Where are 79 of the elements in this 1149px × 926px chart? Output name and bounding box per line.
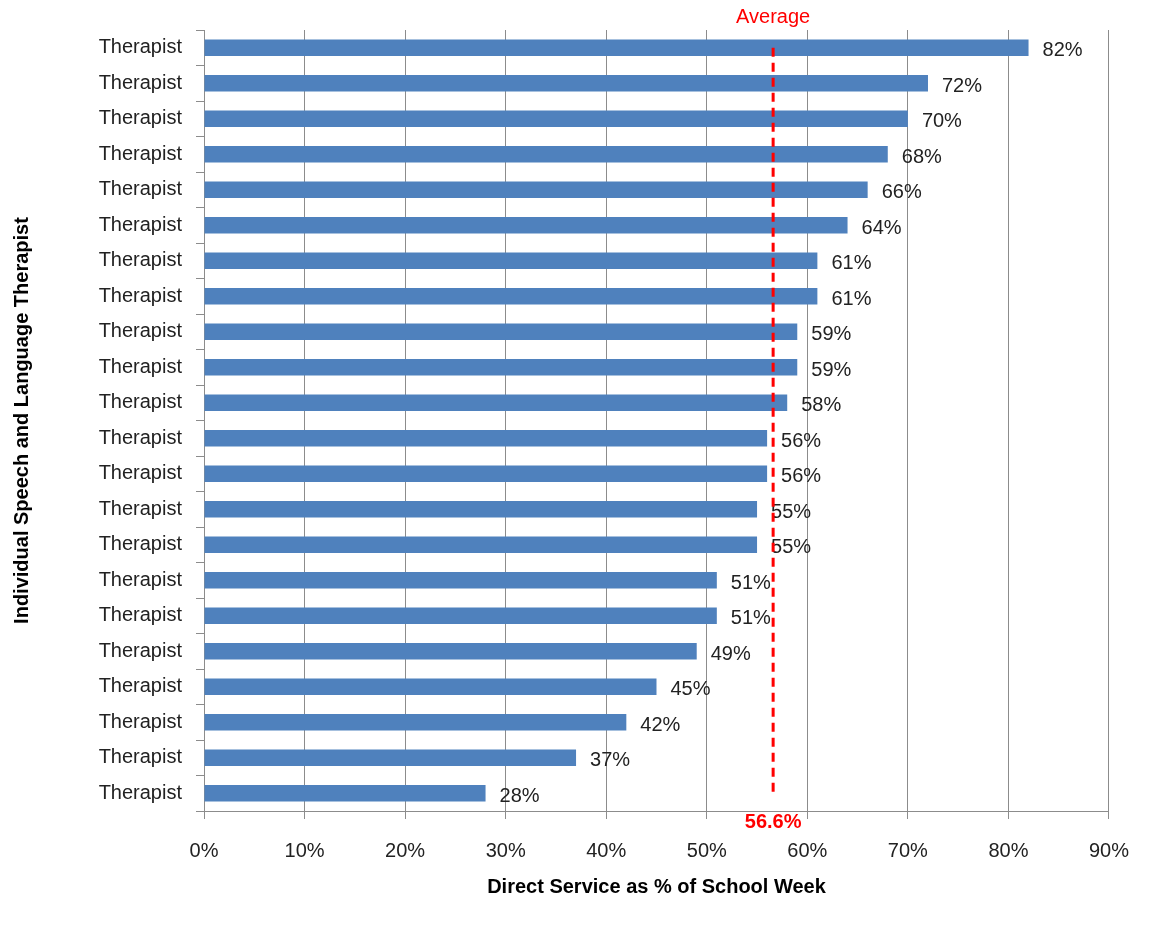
bar — [204, 678, 657, 695]
y-tick-label: Therapist — [98, 425, 183, 448]
y-axis-title: Individual Speech and Language Therapist — [9, 216, 32, 624]
bar — [204, 465, 768, 482]
bar — [204, 714, 627, 731]
x-axis-title: Direct Service as % of School Week — [487, 874, 827, 897]
data-label: 45% — [670, 677, 711, 700]
data-label: 51% — [730, 606, 772, 629]
data-label: 55% — [771, 499, 812, 522]
y-tick-label: Therapist — [98, 567, 183, 590]
y-tick-label: Therapist — [98, 603, 183, 626]
bar — [204, 110, 908, 127]
y-tick-label: Therapist — [98, 248, 183, 271]
bar — [204, 536, 758, 553]
bar — [204, 572, 717, 589]
bar — [204, 501, 758, 518]
bar — [204, 785, 486, 802]
y-tick-label: Therapist — [98, 283, 183, 306]
y-tick-label: Therapist — [98, 390, 183, 413]
x-tick-label: 50% — [686, 838, 727, 861]
bar — [204, 394, 788, 411]
y-tick-label: Therapist — [98, 141, 183, 164]
y-tick-label: Therapist — [98, 35, 183, 58]
x-tick-label: 20% — [385, 838, 426, 861]
data-label: 28% — [499, 783, 540, 806]
data-label: 49% — [710, 641, 751, 664]
data-label: 56% — [781, 464, 822, 487]
annotation: 56.6% — [744, 809, 802, 832]
data-label: 56% — [781, 428, 822, 451]
x-tick-label: 0% — [189, 838, 219, 861]
y-tick-label: Therapist — [98, 319, 183, 342]
y-tick-label: Therapist — [98, 461, 183, 484]
y-tick-label: Therapist — [98, 212, 183, 235]
y-tick-label: Therapist — [98, 177, 183, 200]
y-tick-label: Therapist — [98, 674, 183, 697]
data-label: 61% — [831, 251, 872, 274]
x-tick-label: 70% — [887, 838, 929, 861]
data-label: 42% — [640, 712, 681, 735]
bar — [204, 643, 697, 660]
bar — [204, 749, 577, 766]
bar — [204, 323, 798, 340]
data-label: 64% — [861, 215, 902, 238]
bar — [204, 288, 818, 305]
x-tick-label: 90% — [1088, 838, 1130, 861]
bar — [204, 39, 1029, 56]
data-label: 72% — [941, 73, 983, 96]
bar — [204, 430, 768, 447]
y-tick-label: Therapist — [98, 106, 183, 129]
bar — [204, 217, 848, 234]
bar — [204, 252, 818, 269]
data-label: 66% — [881, 180, 922, 203]
y-tick-label: Therapist — [98, 709, 183, 732]
y-tick-label: Therapist — [98, 780, 183, 803]
bar — [204, 359, 798, 376]
x-tick-label: 80% — [988, 838, 1029, 861]
bar — [204, 181, 868, 198]
data-label: 37% — [590, 748, 631, 771]
data-label: 59% — [811, 357, 852, 380]
data-label: 59% — [811, 322, 852, 345]
x-tick-label: 30% — [485, 838, 526, 861]
y-tick-label: Therapist — [98, 745, 183, 768]
y-tick-label: Therapist — [98, 638, 183, 661]
data-label: 58% — [801, 393, 842, 416]
data-label: 82% — [1042, 38, 1083, 61]
bar — [204, 607, 717, 624]
x-tick-label: 40% — [586, 838, 627, 861]
y-tick-label: Therapist — [98, 70, 183, 93]
data-label: 68% — [901, 144, 943, 167]
ref-line-label: Average — [736, 4, 811, 27]
y-tick-label: Therapist — [98, 532, 183, 555]
bar — [204, 75, 928, 92]
data-label: 61% — [831, 286, 872, 309]
y-tick-label: Therapist — [98, 496, 183, 519]
data-label: 51% — [730, 570, 772, 593]
x-tick-label: 10% — [284, 838, 325, 861]
y-tick-label: Therapist — [98, 354, 183, 377]
x-tick-label: 60% — [787, 838, 828, 861]
data-label: 70% — [921, 109, 963, 132]
bar — [204, 146, 888, 163]
